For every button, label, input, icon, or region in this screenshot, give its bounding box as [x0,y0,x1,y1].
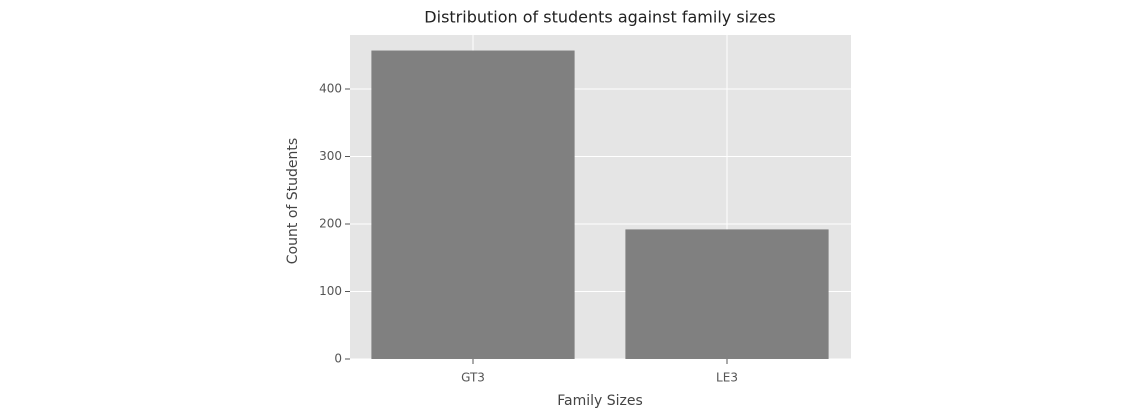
bar [371,50,575,360]
bar [625,229,829,359]
x-tick-label: GT3 [461,371,485,385]
y-tick-label: 400 [319,82,342,96]
chart-title: Distribution of students against family … [424,8,775,27]
y-axis-label: Count of Students [285,138,301,264]
y-tick-label: 100 [319,284,342,298]
y-tick-label: 200 [319,217,342,231]
x-tick-label: LE3 [716,371,738,385]
y-tick-label: 300 [319,149,342,163]
x-axis-label: Family Sizes [557,393,643,409]
y-tick-label: 0 [334,352,342,366]
